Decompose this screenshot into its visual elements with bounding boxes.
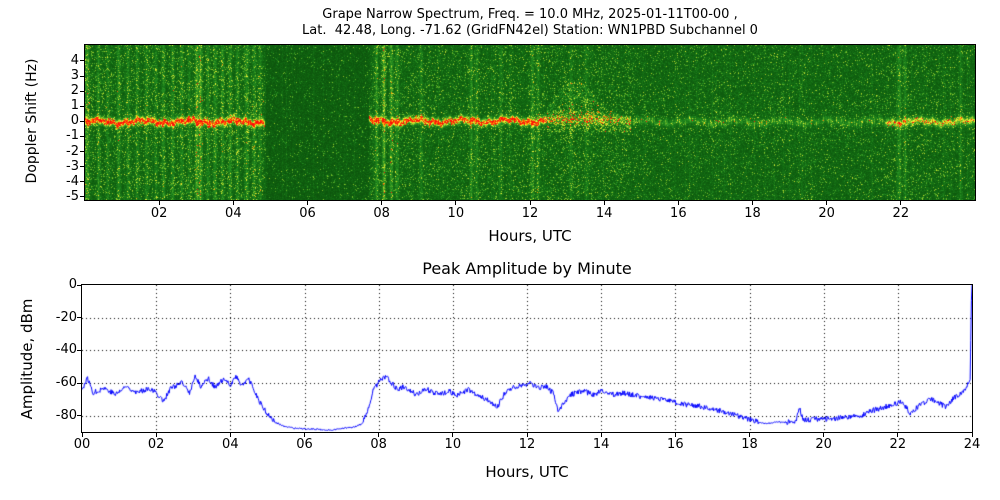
y-tick-mark <box>80 196 84 198</box>
x-tick-mark <box>304 433 305 437</box>
y-tick-label: -60 <box>55 375 77 390</box>
x-tick-mark <box>452 433 454 437</box>
y-tick-mark <box>80 90 84 92</box>
y-tick-label: 3 <box>70 68 79 83</box>
x-tick-label: 18 <box>744 206 761 221</box>
x-tick-label: 24 <box>963 437 981 452</box>
y-tick-mark <box>77 349 81 351</box>
x-tick-mark <box>600 433 602 437</box>
y-tick-mark <box>80 120 84 122</box>
x-tick-label: 10 <box>447 206 465 221</box>
y-tick-label: -40 <box>55 342 77 358</box>
y-tick-mark <box>77 284 81 286</box>
x-tick-label: 06 <box>296 437 313 452</box>
x-tick-mark <box>674 433 676 437</box>
y-tick-mark <box>80 135 84 137</box>
x-tick-label: 02 <box>150 206 168 221</box>
y-tick-label: 4 <box>70 52 79 68</box>
x-tick-label: 04 <box>222 437 239 452</box>
x-tick-label: 06 <box>299 206 316 221</box>
x-tick-mark <box>677 201 679 205</box>
amplitude-xlabel: Hours, UTC <box>485 463 569 481</box>
spectrogram-canvas <box>85 45 975 200</box>
x-tick-mark <box>81 433 83 437</box>
y-tick-label: -5 <box>66 188 79 204</box>
x-tick-mark <box>826 201 828 205</box>
x-tick-label: 22 <box>889 437 907 452</box>
y-tick-mark <box>77 317 81 319</box>
y-tick-mark <box>80 181 84 183</box>
y-tick-label: 0 <box>70 113 79 129</box>
x-tick-label: 16 <box>670 206 687 221</box>
x-tick-mark <box>897 433 899 437</box>
x-tick-mark <box>232 201 234 205</box>
y-tick-label: -4 <box>66 173 79 189</box>
x-tick-label: 12 <box>518 437 536 452</box>
x-tick-mark <box>823 433 825 437</box>
x-tick-mark <box>603 201 605 205</box>
y-tick-mark <box>80 75 84 77</box>
y-tick-label: 0 <box>68 277 77 292</box>
amplitude-canvas <box>82 285 972 432</box>
x-tick-mark <box>455 201 457 205</box>
x-tick-label: 04 <box>225 206 242 221</box>
x-tick-label: 18 <box>741 437 758 452</box>
x-tick-label: 14 <box>595 206 613 221</box>
x-tick-mark <box>971 433 973 437</box>
y-tick-mark <box>80 166 84 168</box>
y-tick-label: -1 <box>66 128 79 144</box>
y-tick-label: -20 <box>55 309 77 325</box>
x-tick-mark <box>155 433 157 437</box>
x-tick-label: 20 <box>815 437 832 452</box>
x-tick-label: 22 <box>892 206 910 221</box>
y-tick-mark <box>77 415 81 417</box>
y-tick-mark <box>80 151 84 153</box>
x-tick-label: 08 <box>370 437 387 452</box>
y-tick-mark <box>77 382 81 384</box>
x-tick-mark <box>526 433 528 437</box>
y-tick-label: -3 <box>66 158 79 174</box>
x-tick-mark <box>158 201 160 205</box>
x-tick-label: 12 <box>521 206 539 221</box>
x-tick-mark <box>752 201 753 205</box>
x-tick-mark <box>529 201 531 205</box>
x-tick-label: 10 <box>444 437 462 452</box>
spectrogram-title-line1: Grape Narrow Spectrum, Freq. = 10.0 MHz,… <box>322 7 738 22</box>
x-tick-mark <box>229 433 231 437</box>
y-tick-label: -80 <box>55 407 77 423</box>
x-tick-label: 20 <box>818 206 835 221</box>
x-tick-label: 00 <box>73 437 91 452</box>
spectrogram-xlabel: Hours, UTC <box>488 227 572 245</box>
y-tick-label: 2 <box>70 83 79 99</box>
x-tick-mark <box>381 201 383 205</box>
y-tick-mark <box>80 105 84 107</box>
x-tick-label: 02 <box>147 437 165 452</box>
amplitude-ylabel: Amplitude, dBm <box>18 298 36 420</box>
y-tick-label: -2 <box>66 143 79 159</box>
y-tick-mark <box>80 60 84 62</box>
x-tick-mark <box>378 433 380 437</box>
x-tick-mark <box>900 201 902 205</box>
spectrogram-title-line2: Lat. 42.48, Long. -71.62 (GridFN42el) St… <box>302 23 758 38</box>
x-tick-label: 16 <box>667 437 684 452</box>
y-tick-label: 1 <box>70 98 79 114</box>
x-tick-label: 08 <box>373 206 390 221</box>
spectrogram-ylabel: Doppler Shift (Hz) <box>24 58 40 184</box>
x-tick-label: 14 <box>592 437 610 452</box>
amplitude-title: Peak Amplitude by Minute <box>422 259 632 278</box>
x-tick-mark <box>749 433 750 437</box>
x-tick-mark <box>307 201 308 205</box>
